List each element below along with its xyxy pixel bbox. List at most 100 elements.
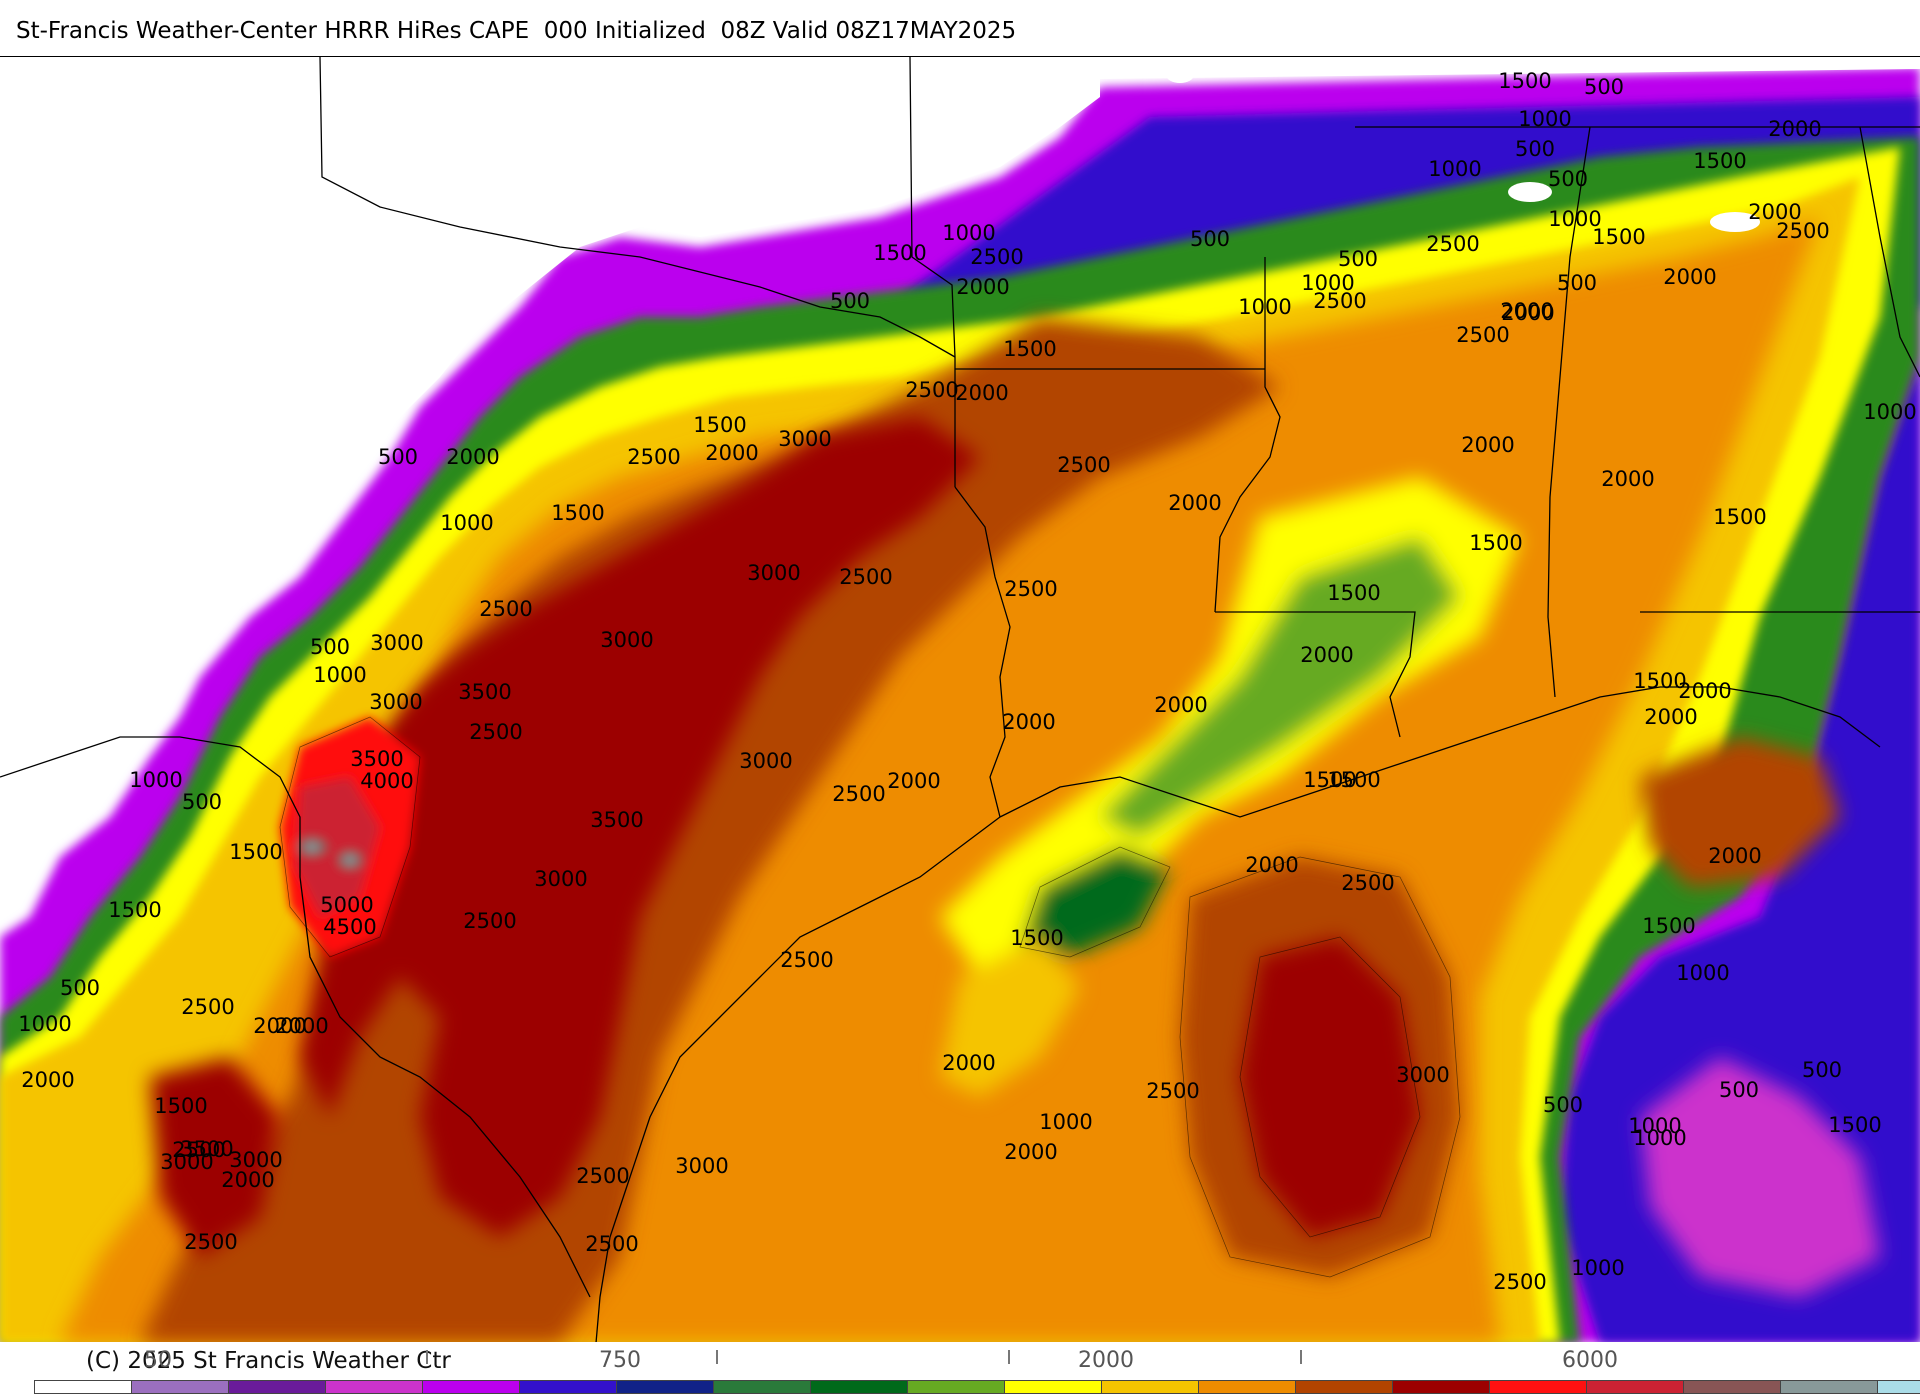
colorbar-segment <box>617 1381 714 1393</box>
contour-label: 2000 <box>1678 679 1731 703</box>
contour-label: 1500 <box>693 413 746 437</box>
contour-label: 500 <box>1557 271 1597 295</box>
contour-label: 1000 <box>1518 107 1571 131</box>
colorbar-segment <box>326 1381 423 1393</box>
contour-label: 3500 <box>590 808 643 832</box>
contour-label: 2500 <box>1776 219 1829 243</box>
contour-label: 1000 <box>18 1012 71 1036</box>
contour-label: 2000 <box>21 1068 74 1092</box>
contour-label: 3000 <box>534 867 587 891</box>
colorbar-tick <box>1300 1350 1302 1364</box>
contour-label: 500 <box>1802 1058 1842 1082</box>
contour-label: 1000 <box>1863 400 1916 424</box>
colorbar-segment <box>811 1381 908 1393</box>
colorbar-tick <box>716 1350 718 1364</box>
contour-label: 1000 <box>1428 157 1481 181</box>
contour-label: 3000 <box>369 690 422 714</box>
contour-label: 1000 <box>313 663 366 687</box>
contour-label: 1500 <box>154 1094 207 1118</box>
contour-label: 2000 <box>1663 265 1716 289</box>
contour-label: 500 <box>1190 227 1230 251</box>
contour-label: 1000 <box>1571 1256 1624 1280</box>
contour-label: 2000 <box>956 275 1009 299</box>
contour-label: 1500 <box>551 501 604 525</box>
contour-label: 2000 <box>1300 643 1353 667</box>
colorbar-segment <box>1781 1381 1878 1393</box>
contour-label: 500 <box>830 289 870 313</box>
contour-label: 2500 <box>479 597 532 621</box>
contour-label: 2000 <box>1002 710 1055 734</box>
contour-label: 2000 <box>1154 693 1207 717</box>
contour-label: 1500 <box>1303 768 1356 792</box>
colorbar-segment <box>1393 1381 1490 1393</box>
colorbar-segment <box>520 1381 617 1393</box>
contour-label: 1500 <box>229 840 282 864</box>
contour-label: 500 <box>1543 1093 1583 1117</box>
contour-label: 1000 <box>942 221 995 245</box>
cape-band-red <box>280 717 420 957</box>
colorbar-segment <box>1587 1381 1684 1393</box>
contour-label: 2000 <box>705 441 758 465</box>
contour-label: 1000 <box>1676 961 1729 985</box>
contour-label: 3000 <box>675 1154 728 1178</box>
contour-label: 2500 <box>832 782 885 806</box>
contour-label: 1500 <box>1010 926 1063 950</box>
contour-label: 2000 <box>275 1014 328 1038</box>
contour-label: 1000 <box>129 768 182 792</box>
contour-label: 1000 <box>1633 1126 1686 1150</box>
contour-label: 2500 <box>1493 1270 1546 1294</box>
contour-label: 2000 <box>1644 705 1697 729</box>
contour-label: 1500 <box>1592 225 1645 249</box>
contour-label: 500 <box>1548 167 1588 191</box>
colorbar-label-50: 50 <box>144 1348 172 1373</box>
contour-label: 5000 <box>320 893 373 917</box>
contour-label: 2500 <box>1426 232 1479 256</box>
contour-label: 1500 <box>1469 531 1522 555</box>
contour-label: 500 <box>1719 1078 1759 1102</box>
contour-label: 2000 <box>1461 433 1514 457</box>
contour-label: 500 <box>60 976 100 1000</box>
contour-label: 2500 <box>184 1230 237 1254</box>
colorbar-tick <box>1008 1350 1010 1364</box>
contour-label: 1000 <box>440 511 493 535</box>
contour-label: 3500 <box>350 747 403 771</box>
contour-label: 1500 <box>1713 505 1766 529</box>
contour-label: 2000 <box>1768 117 1821 141</box>
contour-label: 2500 <box>469 720 522 744</box>
cape-band-se-purple <box>1640 1057 1880 1297</box>
contour-label: 2500 <box>839 565 892 589</box>
no-data-holes <box>0 57 1920 817</box>
colorbar-segment <box>1296 1381 1393 1393</box>
colorbar-segment <box>1684 1381 1781 1393</box>
contour-label: 2000 <box>887 769 940 793</box>
contour-label: 1500 <box>1327 768 1380 792</box>
contour-label: 3000 <box>1396 1063 1449 1087</box>
colorbar-segment <box>229 1381 326 1393</box>
contour-label: 3000 <box>739 749 792 773</box>
contour-label: 2500 <box>1341 871 1394 895</box>
colorbar-segment <box>908 1381 1005 1393</box>
contour-label: 4500 <box>323 915 376 939</box>
contour-label: 1500 <box>1693 149 1746 173</box>
contour-label: 2000 <box>1245 853 1298 877</box>
contour-label: 2000 <box>955 381 1008 405</box>
header: St-Francis Weather-Center HRRR HiRes CAP… <box>0 0 1920 56</box>
contour-label: 1000 <box>1238 295 1291 319</box>
contour-label: 2500 <box>1146 1079 1199 1103</box>
colorbar-segment <box>132 1381 229 1393</box>
contour-label: 4000 <box>360 769 413 793</box>
contour-label: 3000 <box>160 1150 213 1174</box>
contour-label: 2500 <box>1057 453 1110 477</box>
contour-label: 1000 <box>1301 271 1354 295</box>
contour-label: 2500 <box>905 378 958 402</box>
contour-label: 3500 <box>180 1137 233 1161</box>
contour-label: 1000 <box>1628 1114 1681 1138</box>
legend: (C) 2025 St Francis Weather Ctr 50 750 2… <box>0 1342 1920 1400</box>
colorbar-segment <box>1199 1381 1296 1393</box>
contour-label: 2500 <box>780 948 833 972</box>
colorbar-segment <box>714 1381 811 1393</box>
contour-label: 500 <box>1584 75 1624 99</box>
contour-label: 1500 <box>1642 914 1695 938</box>
contour-label: 2500 <box>970 245 1023 269</box>
